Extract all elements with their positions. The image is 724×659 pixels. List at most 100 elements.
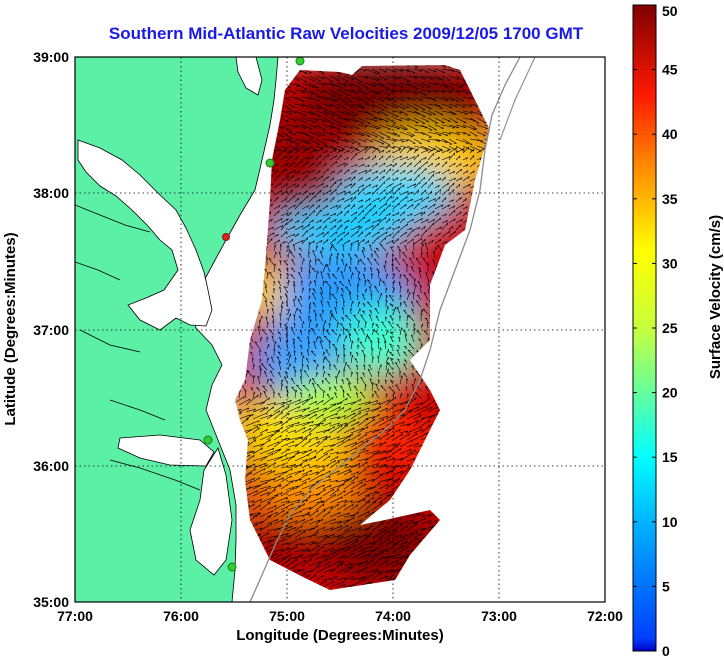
velocity-vector	[357, 187, 365, 196]
velocity-vector-head	[406, 223, 408, 227]
velocity-vector	[469, 138, 484, 142]
velocity-vector-head	[377, 355, 380, 359]
velocity-vector	[287, 451, 300, 462]
velocity-vector-head	[297, 422, 300, 425]
velocity-vector	[420, 406, 433, 413]
velocity-vector-head	[260, 499, 263, 502]
velocity-vector	[280, 244, 282, 252]
velocity-vector	[280, 455, 296, 462]
velocity-vector-head	[335, 413, 338, 416]
velocity-vector-head	[256, 490, 259, 493]
velocity-vector-head	[364, 468, 366, 472]
velocity-vector	[283, 376, 289, 385]
velocity-vector-head	[357, 284, 360, 287]
velocity-vector-head	[414, 378, 417, 381]
velocity-vector-head	[324, 370, 326, 374]
velocity-vector	[364, 452, 379, 462]
velocity-vector-head	[404, 204, 407, 207]
velocity-vector	[350, 240, 359, 245]
velocity-vector-head	[438, 171, 441, 174]
velocity-vector	[294, 197, 299, 203]
velocity-vector-head	[356, 294, 359, 297]
velocity-vector	[323, 335, 331, 343]
velocity-vector-head	[353, 314, 356, 317]
velocity-vector-head	[273, 287, 276, 291]
velocity-vector-head	[390, 357, 393, 360]
velocity-vector-head	[316, 323, 318, 327]
velocity-vector	[469, 117, 480, 124]
velocity-vector-head	[401, 141, 405, 143]
velocity-vector	[375, 247, 380, 252]
velocity-vector-head	[369, 244, 372, 247]
velocity-vector-head	[319, 340, 323, 343]
velocity-vector	[301, 124, 313, 130]
velocity-vector	[385, 477, 394, 483]
velocity-vector	[280, 190, 288, 196]
velocity-vector-head	[375, 155, 377, 158]
velocity-vector-head	[344, 422, 348, 425]
velocity-vector	[272, 320, 275, 329]
velocity-vector-head	[317, 100, 320, 102]
velocity-vector-head	[412, 238, 414, 242]
velocity-vector-head	[438, 134, 442, 137]
velocity-vector-head	[286, 301, 289, 304]
velocity-vector	[368, 285, 373, 294]
velocity-vector-head	[416, 350, 419, 352]
velocity-vector-head	[293, 195, 296, 198]
velocity-vector-head	[363, 209, 365, 213]
velocity-vector	[291, 386, 296, 392]
velocity-vector	[252, 412, 268, 420]
velocity-vector-head	[433, 203, 436, 207]
velocity-vector	[315, 245, 318, 252]
velocity-vector-head	[405, 430, 409, 433]
velocity-vector-head	[386, 415, 389, 418]
velocity-vector-head	[312, 86, 316, 88]
velocity-vector	[385, 316, 387, 322]
velocity-vector	[448, 145, 459, 152]
velocity-vector-head	[393, 457, 396, 461]
velocity-vector	[280, 305, 283, 315]
velocity-vector-head	[411, 452, 414, 455]
velocity-vector	[416, 330, 422, 336]
velocity-vector	[413, 181, 421, 189]
velocity-vector	[356, 352, 359, 357]
velocity-vector-head	[420, 285, 423, 288]
velocity-vector-head	[413, 323, 416, 326]
velocity-vector-head	[268, 485, 271, 489]
velocity-vector-head	[321, 147, 324, 151]
velocity-vector-head	[254, 391, 256, 395]
velocity-vector	[302, 385, 310, 392]
velocity-vector-head	[462, 147, 465, 151]
velocity-vector-head	[300, 351, 303, 355]
velocity-vector	[257, 326, 261, 336]
velocity-vector	[273, 210, 280, 217]
velocity-vector-head	[293, 314, 296, 317]
velocity-vector-head	[308, 315, 311, 318]
velocity-vector-head	[282, 477, 285, 480]
velocity-vector	[411, 384, 415, 392]
velocity-vector	[411, 365, 415, 371]
velocity-vector-head	[319, 226, 322, 229]
velocity-vector	[455, 138, 469, 144]
velocity-vector-head	[372, 356, 374, 359]
velocity-vector-head	[346, 393, 350, 395]
velocity-vector	[420, 229, 428, 238]
velocity-vector-head	[427, 393, 430, 396]
velocity-vector-head	[398, 281, 401, 284]
velocity-vector	[462, 175, 470, 182]
velocity-vector	[343, 232, 349, 238]
velocity-vector-head	[280, 492, 283, 495]
velocity-vector	[357, 458, 368, 462]
velocity-vector-head	[473, 170, 475, 174]
velocity-vector-head	[437, 212, 440, 216]
velocity-vector-head	[353, 385, 357, 388]
velocity-vector	[308, 233, 314, 238]
velocity-vector	[441, 182, 449, 189]
velocity-vector	[399, 138, 409, 141]
velocity-vector	[322, 494, 336, 504]
velocity-vector	[408, 273, 415, 280]
velocity-vector	[350, 481, 363, 490]
velocity-vector-head	[251, 500, 255, 503]
velocity-vector-head	[342, 244, 345, 247]
velocity-vector	[409, 257, 415, 266]
